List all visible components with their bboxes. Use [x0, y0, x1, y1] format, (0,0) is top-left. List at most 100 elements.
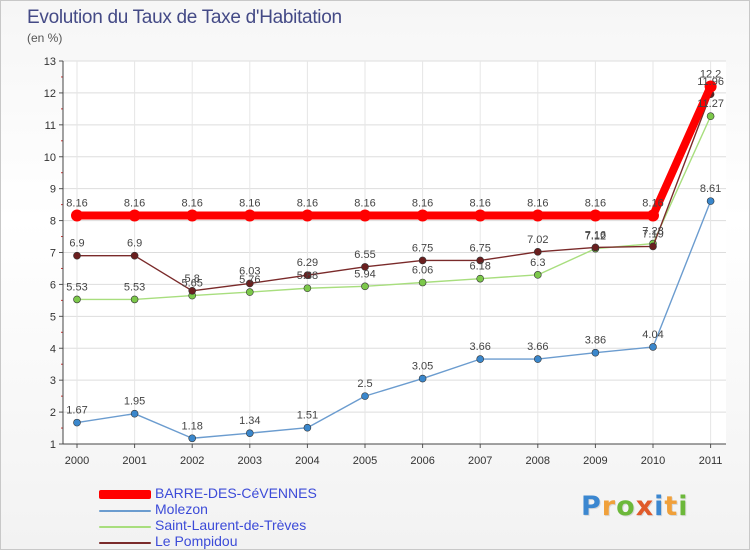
data-label: 11.27 [697, 98, 724, 110]
data-point [474, 209, 487, 222]
y-tick-label: 6 [50, 279, 56, 291]
data-label: 1.51 [297, 410, 318, 422]
data-point [188, 286, 196, 295]
data-point [73, 251, 81, 260]
data-point [73, 418, 81, 427]
data-label: 8.16 [181, 197, 202, 209]
y-tick-label: 5 [50, 311, 56, 323]
data-label: 8.16 [66, 197, 87, 209]
data-point [361, 263, 369, 271]
data-label: 7.19 [642, 228, 663, 240]
x-tick-label: 2000 [65, 455, 89, 467]
data-label: 2.5 [357, 378, 372, 390]
data-point [71, 209, 83, 222]
data-label: 7.28 [642, 226, 663, 238]
legend-label: Molezon [155, 501, 208, 517]
data-label: 8.16 [124, 197, 145, 209]
data-label: 8.16 [469, 197, 490, 209]
y-tick-label: 7 [50, 248, 56, 260]
data-label: 1.67 [66, 405, 87, 417]
data-point [476, 274, 485, 283]
x-tick-label: 2004 [295, 455, 319, 467]
x-tick-label: 2002 [180, 455, 204, 467]
data-label: 6.9 [127, 238, 142, 250]
logo-letter: t [664, 491, 679, 522]
x-tick-label: 2001 [122, 455, 146, 467]
data-label: 8.16 [297, 197, 318, 209]
data-point [243, 209, 256, 222]
data-label: 5.88 [297, 270, 318, 282]
logo-letter: i [678, 491, 689, 522]
data-point [418, 256, 427, 265]
data-point [246, 288, 254, 296]
data-label: 6.9 [69, 238, 84, 250]
data-point [704, 80, 717, 93]
data-point [359, 209, 371, 222]
data-label: 8.61 [700, 183, 721, 195]
data-label: 6.29 [297, 257, 318, 269]
legend-label: Le Pompidou [155, 533, 238, 549]
legend-swatch-molezon [99, 510, 151, 512]
data-point [647, 209, 659, 222]
data-label: 8.16 [354, 197, 375, 209]
x-tick-label: 2005 [353, 455, 377, 467]
series-line [76, 93, 712, 292]
logo-letter: x [635, 491, 655, 522]
data-point [73, 295, 81, 304]
data-label: 6.55 [354, 249, 375, 261]
data-point [246, 429, 254, 437]
chart-title: Evolution du Taux de Taxe d'Habitation [27, 7, 342, 28]
data-point [649, 242, 657, 251]
data-point [186, 209, 199, 222]
y-tick-label: 1 [50, 439, 56, 451]
data-label: 3.66 [469, 341, 490, 353]
data-point [533, 355, 542, 363]
data-point [361, 392, 369, 400]
data-label: 6.18 [469, 261, 490, 273]
y-tick-label: 3 [50, 375, 56, 387]
data-point [301, 209, 314, 222]
data-point [591, 348, 600, 357]
legend-swatch-pompidou [99, 542, 151, 544]
data-label: 7.16 [585, 229, 606, 241]
data-point [531, 209, 544, 222]
data-label: 6.3 [530, 257, 545, 269]
y-tick-label: 8 [50, 216, 56, 228]
data-point [130, 295, 139, 304]
legend-label: BARRE-DES-CéVENNES [155, 485, 317, 501]
y-tick-label: 9 [50, 184, 56, 196]
data-point [303, 271, 312, 279]
data-label: 6.75 [412, 242, 433, 254]
logo-letter: o [616, 491, 636, 522]
data-point [706, 112, 715, 121]
data-point [476, 256, 485, 265]
x-tick-label: 2003 [238, 455, 262, 467]
y-tick-label: 13 [44, 56, 56, 68]
data-point [533, 271, 542, 279]
chart-subtitle: (en %) [27, 31, 63, 45]
y-tick-label: 11 [45, 120, 56, 132]
data-point [706, 197, 715, 205]
data-point [416, 209, 429, 222]
series-line [73, 82, 715, 220]
y-tick-label: 2 [50, 407, 56, 419]
data-label: 7.12 [585, 231, 606, 243]
data-label: 6.75 [469, 242, 490, 254]
data-label: 8.16 [412, 197, 433, 209]
proxiti-logo: Proxiti [581, 491, 689, 522]
y-tick-label: 10 [44, 152, 56, 164]
data-label: 1.34 [239, 415, 260, 427]
data-point [418, 374, 427, 383]
x-tick-label: 2006 [410, 455, 434, 467]
data-point [128, 209, 141, 222]
data-label: 8.16 [642, 197, 663, 209]
data-label: 5.53 [66, 281, 87, 293]
data-point [476, 355, 485, 363]
logo-letter: r [601, 491, 617, 522]
data-label: 1.95 [124, 396, 145, 408]
data-point [246, 279, 254, 288]
legend-swatch-barre [99, 490, 151, 499]
data-point [533, 248, 542, 256]
y-tick-label: 4 [50, 343, 56, 355]
